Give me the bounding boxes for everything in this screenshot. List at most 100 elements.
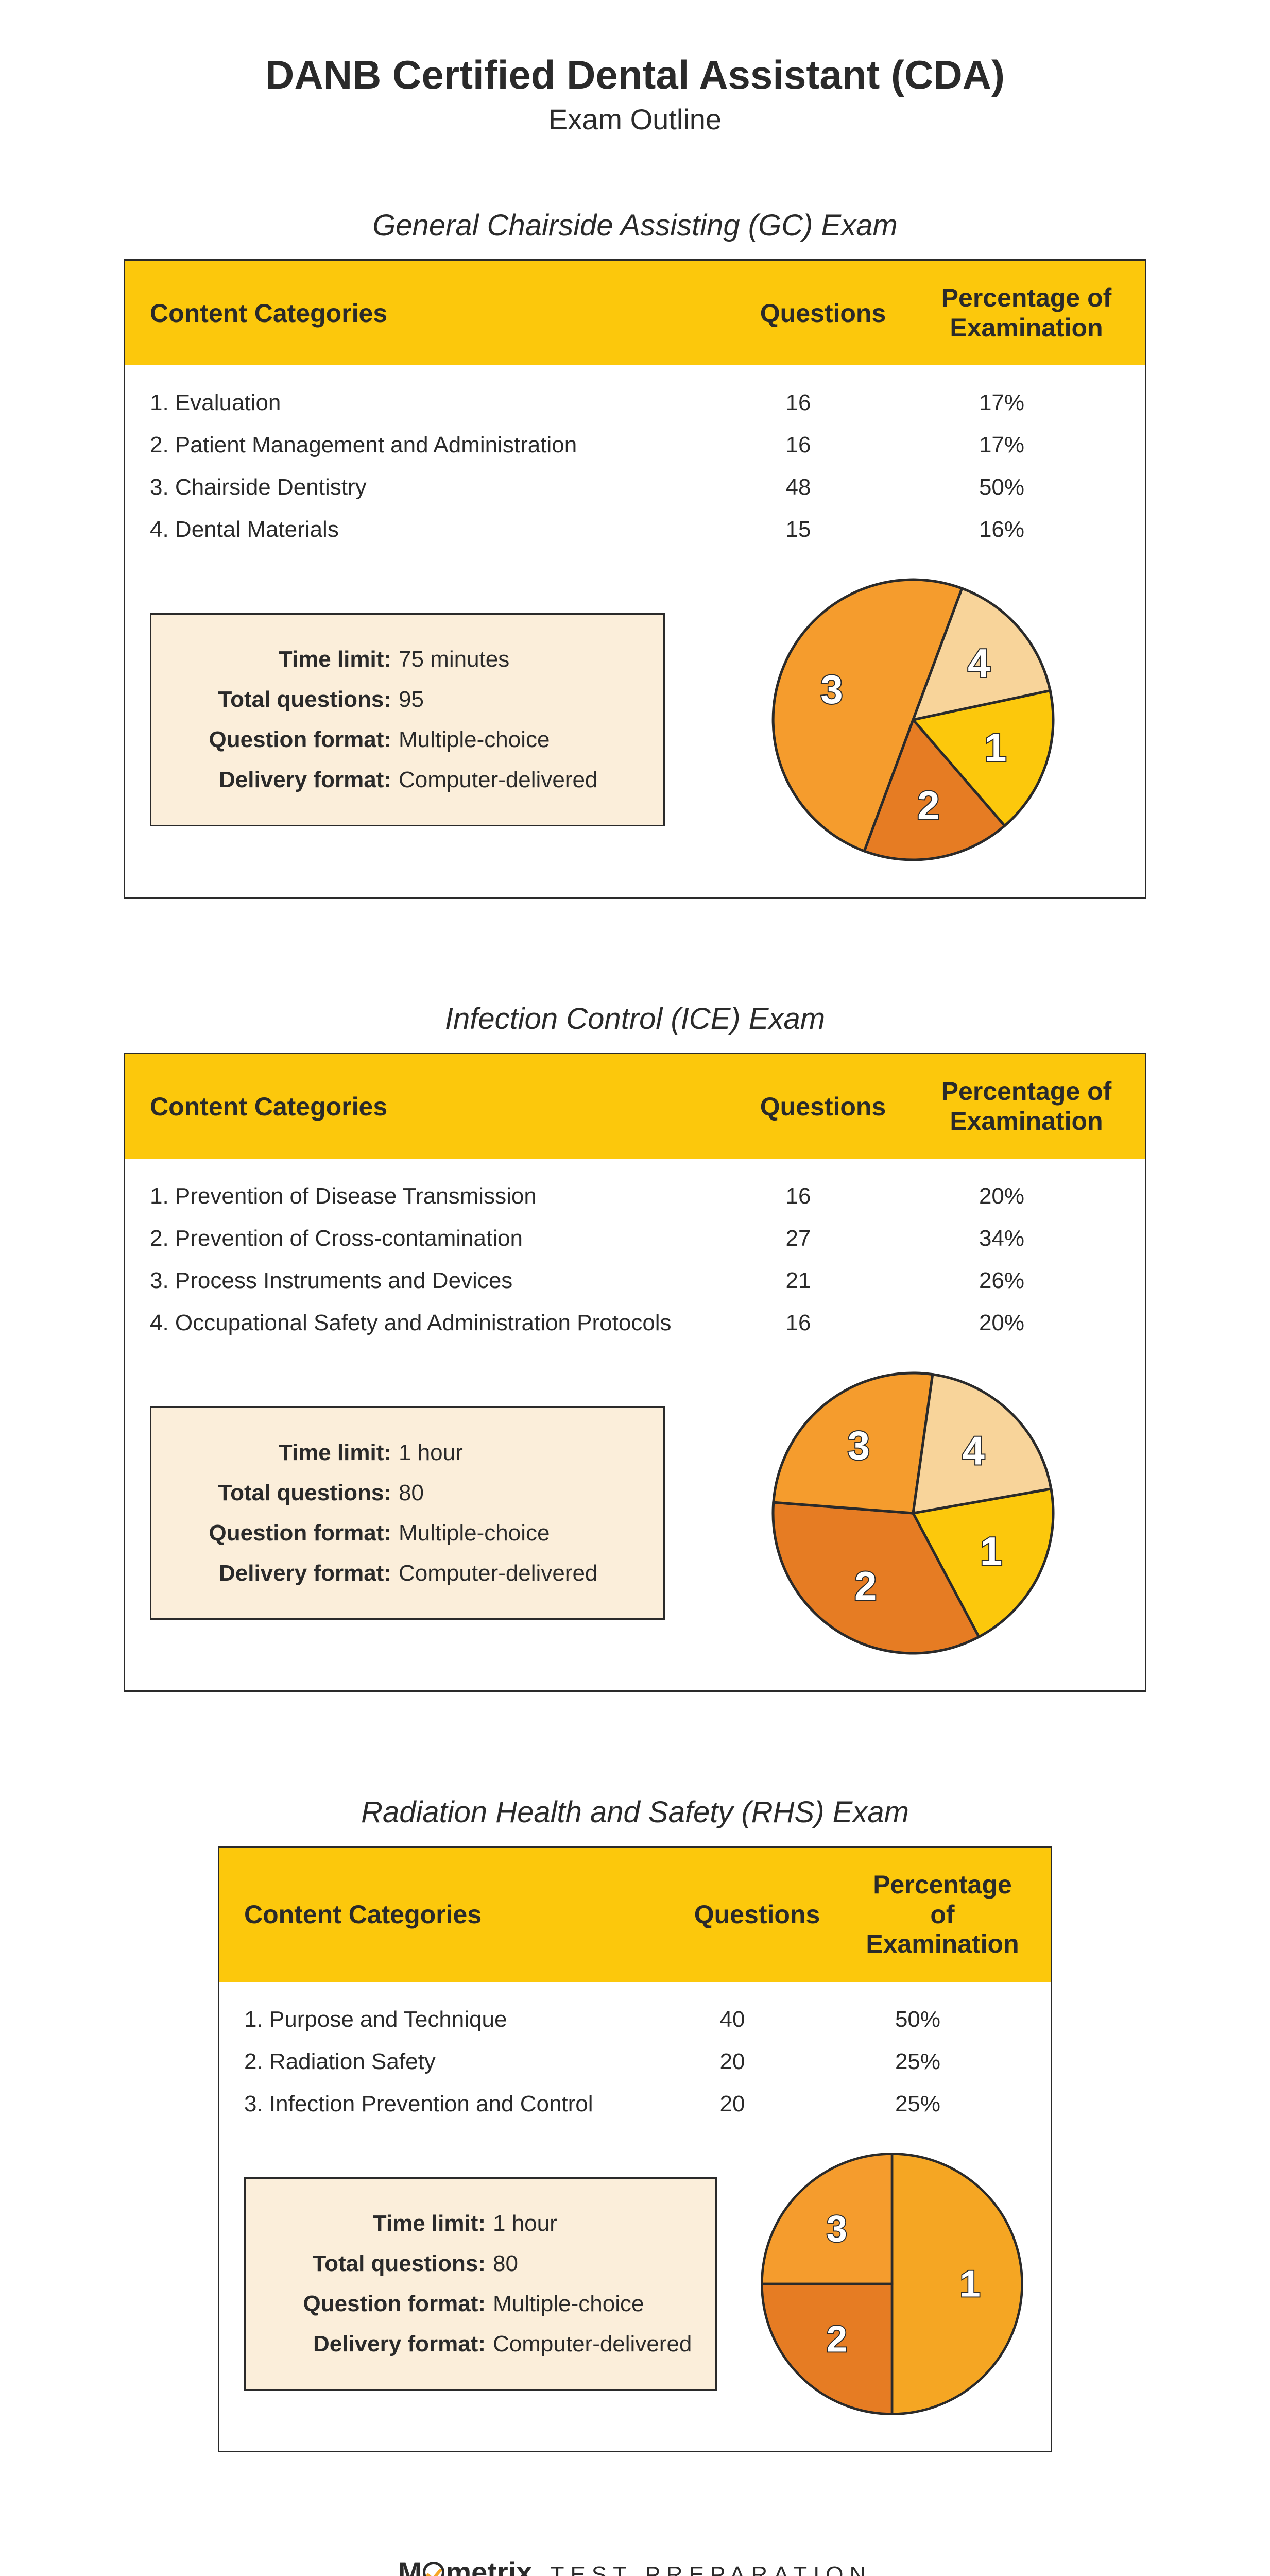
info-line: Total questions:80 — [266, 2244, 695, 2284]
cell-percentage: 26% — [883, 1268, 1120, 1294]
pie-chart: 1 2 3 — [758, 2150, 1026, 2418]
pie-slice-label: 2 — [827, 2318, 847, 2360]
footer-logo: Mmetrix TEST PREPARATION — [124, 2555, 1146, 2576]
cell-percentage: 25% — [810, 2049, 1026, 2075]
info-line: Time limit:1 hour — [266, 2204, 695, 2244]
table-row: 3. Chairside Dentistry4850% — [150, 466, 1120, 509]
cell-category: 3. Chairside Dentistry — [150, 474, 713, 500]
pie-chart: 12 3 4 — [769, 575, 1057, 864]
cell-questions: 40 — [655, 2007, 810, 2032]
info-label: Total questions: — [266, 2251, 493, 2277]
cell-category: 4. Occupational Safety and Administratio… — [150, 1310, 713, 1336]
exam-title: General Chairside Assisting (GC) Exam — [124, 208, 1146, 243]
exam-title: Infection Control (ICE) Exam — [124, 1002, 1146, 1036]
pie-chart: 1234 — [769, 1369, 1057, 1657]
info-value: 95 — [399, 687, 643, 713]
cell-percentage: 17% — [883, 390, 1120, 416]
info-label: Delivery format: — [266, 2331, 493, 2357]
info-value: 1 hour — [399, 1440, 643, 1466]
info-box: Time limit:1 hourTotal questions:80Quest… — [150, 1406, 665, 1620]
pie-slice-label: 2 — [917, 783, 939, 828]
cell-category: 1. Prevention of Disease Transmission — [150, 1183, 713, 1209]
table-row: 1. Evaluation1617% — [150, 382, 1120, 424]
pie-slice-label: 2 — [854, 1563, 877, 1608]
pie-wrap: 1 2 3 — [758, 2150, 1026, 2418]
info-value: 80 — [493, 2251, 695, 2277]
col-header-questions: Questions — [738, 261, 908, 365]
info-line: Question format:Multiple-choice — [172, 720, 643, 760]
cell-category: 4. Dental Materials — [150, 517, 713, 543]
info-value: 75 minutes — [399, 647, 643, 672]
info-label: Question format: — [172, 727, 399, 753]
info-value: 1 hour — [493, 2211, 695, 2236]
cell-percentage: 25% — [810, 2091, 1026, 2117]
cell-questions: 27 — [713, 1226, 883, 1251]
exam-card: Content CategoriesQuestionsPercentage of… — [124, 259, 1146, 899]
pie-slice-label: 4 — [962, 1428, 984, 1473]
col-header-percentage: Percentage of Examination — [908, 261, 1145, 365]
cell-percentage: 20% — [883, 1183, 1120, 1209]
cell-questions: 20 — [655, 2049, 810, 2075]
cell-percentage: 17% — [883, 432, 1120, 458]
pie-slice — [892, 2154, 1022, 2414]
info-line: Delivery format:Computer-delivered — [172, 1553, 643, 1594]
info-box: Time limit:75 minutesTotal questions:95Q… — [150, 613, 665, 826]
cell-percentage: 50% — [810, 2007, 1026, 2032]
pie-slice-label: 1 — [959, 2263, 980, 2304]
table-header: Content CategoriesQuestionsPercentage of… — [219, 1848, 1051, 1982]
info-value: Computer-delivered — [493, 2331, 695, 2357]
info-line: Total questions:80 — [172, 1473, 643, 1513]
col-header-questions: Questions — [680, 1848, 834, 1982]
info-label: Total questions: — [172, 687, 399, 713]
table-row: 2. Prevention of Cross-contamination2734… — [150, 1217, 1120, 1260]
cell-questions: 16 — [713, 390, 883, 416]
exam-block: Radiation Health and Safety (RHS) Exam Co… — [124, 1795, 1146, 2452]
info-label: Time limit: — [172, 647, 399, 672]
pie-slice-label: 3 — [827, 2208, 847, 2249]
info-box: Time limit:1 hourTotal questions:80Quest… — [244, 2177, 717, 2391]
table-row: 4. Occupational Safety and Administratio… — [150, 1302, 1120, 1344]
pie-slice-label: 4 — [968, 640, 990, 686]
col-header-percentage: Percentage of Examination — [908, 1054, 1145, 1159]
info-value: Multiple-choice — [493, 2291, 695, 2317]
cell-category: 3. Infection Prevention and Control — [244, 2091, 655, 2117]
info-value: Computer-delivered — [399, 1561, 643, 1586]
cell-percentage: 50% — [883, 474, 1120, 500]
pie-wrap: 1234 — [706, 1369, 1120, 1657]
cell-category: 2. Patient Management and Administration — [150, 432, 713, 458]
table-row: 3. Infection Prevention and Control2025% — [244, 2083, 1026, 2125]
cell-category: 1. Purpose and Technique — [244, 2007, 655, 2032]
col-header-questions: Questions — [738, 1054, 908, 1159]
check-icon — [423, 2562, 444, 2576]
cell-category: 2. Prevention of Cross-contamination — [150, 1226, 713, 1251]
info-label: Time limit: — [266, 2211, 493, 2236]
cell-questions: 16 — [713, 432, 883, 458]
cell-percentage: 16% — [883, 517, 1120, 543]
info-label: Delivery format: — [172, 1561, 399, 1586]
info-label: Time limit: — [172, 1440, 399, 1466]
info-label: Delivery format: — [172, 767, 399, 793]
pie-slice-label: 3 — [820, 667, 843, 712]
col-header-categories: Content Categories — [219, 1848, 680, 1982]
cell-questions: 20 — [655, 2091, 810, 2117]
info-line: Delivery format:Computer-delivered — [172, 760, 643, 800]
cell-questions: 48 — [713, 474, 883, 500]
cell-category: 3. Process Instruments and Devices — [150, 1268, 713, 1294]
cell-percentage: 20% — [883, 1310, 1120, 1336]
cell-questions: 21 — [713, 1268, 883, 1294]
cell-category: 1. Evaluation — [150, 390, 713, 416]
info-value: Multiple-choice — [399, 1520, 643, 1546]
pie-slice-label: 1 — [980, 1529, 1002, 1574]
cell-percentage: 34% — [883, 1226, 1120, 1251]
table-row: 4. Dental Materials1516% — [150, 509, 1120, 551]
exam-title: Radiation Health and Safety (RHS) Exam — [124, 1795, 1146, 1829]
pie-slice-label: 1 — [984, 725, 1006, 770]
page-subtitle: Exam Outline — [124, 103, 1146, 136]
info-line: Total questions:95 — [172, 680, 643, 720]
exam-card: Content CategoriesQuestionsPercentage of… — [218, 1846, 1052, 2452]
info-line: Question format:Multiple-choice — [266, 2284, 695, 2324]
info-line: Question format:Multiple-choice — [172, 1513, 643, 1553]
info-line: Time limit:1 hour — [172, 1433, 643, 1473]
cell-questions: 16 — [713, 1183, 883, 1209]
info-label: Total questions: — [172, 1480, 399, 1506]
